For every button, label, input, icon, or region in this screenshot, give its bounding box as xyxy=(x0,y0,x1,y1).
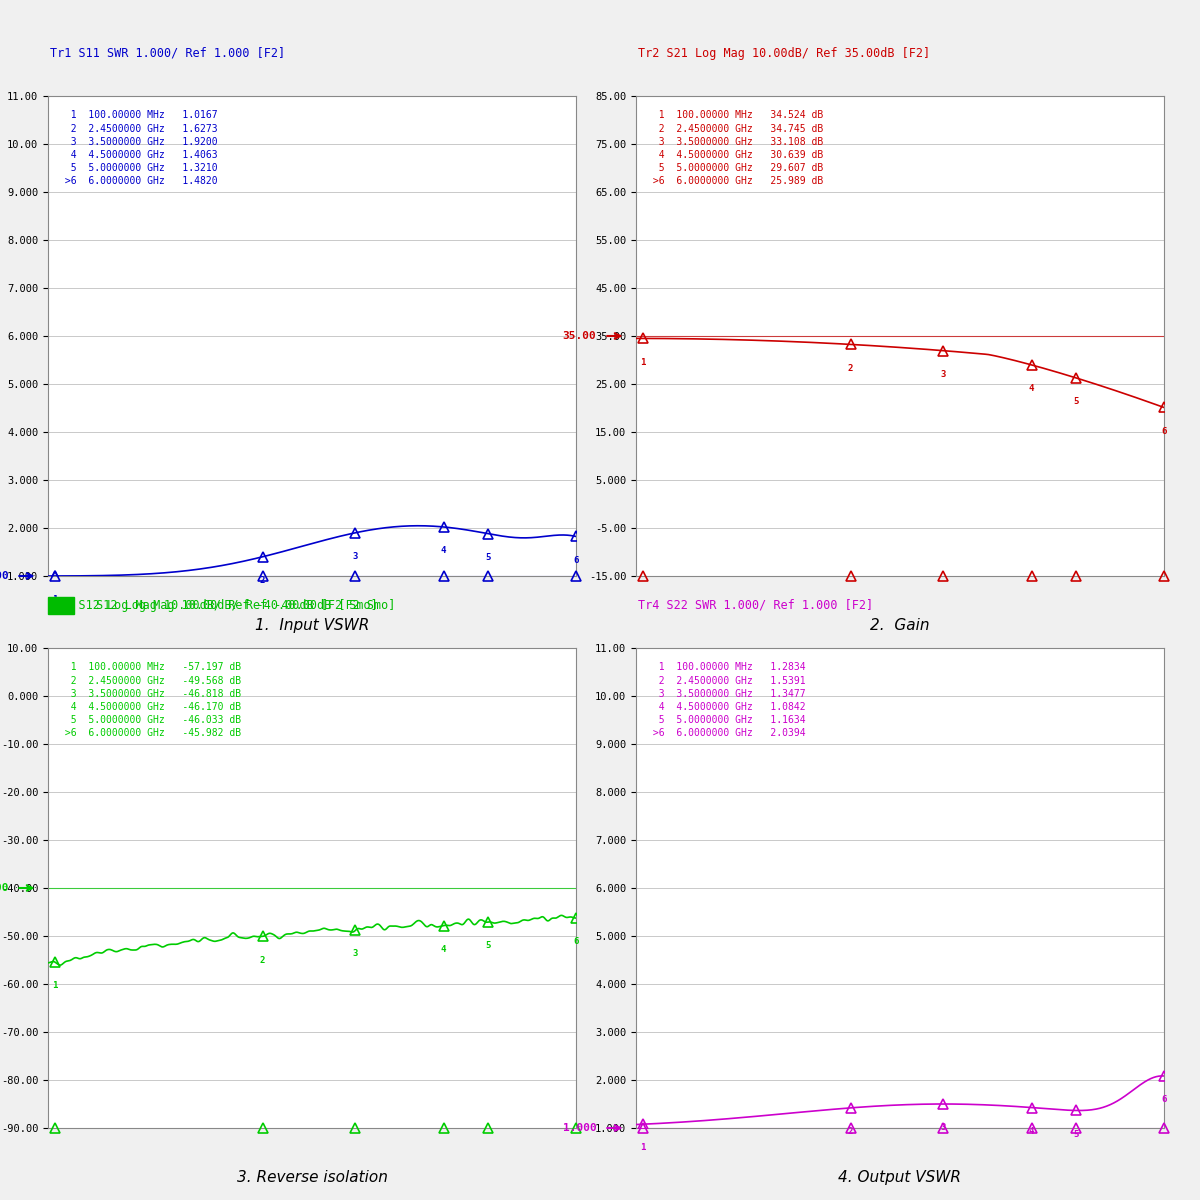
Text: 2.  Gain: 2. Gain xyxy=(870,618,930,634)
Text: 4: 4 xyxy=(440,944,446,954)
Text: 1  100.00000 MHz   34.524 dB
  2  2.4500000 GHz   34.745 dB
  3  3.5000000 GHz  : 1 100.00000 MHz 34.524 dB 2 2.4500000 GH… xyxy=(647,110,823,186)
Text: Tr2 S21 Log Mag 10.00dB/ Ref 35.00dB [F2]: Tr2 S21 Log Mag 10.00dB/ Ref 35.00dB [F2… xyxy=(638,47,930,60)
Text: 4: 4 xyxy=(440,546,446,556)
Text: 4. Output VSWR: 4. Output VSWR xyxy=(839,1170,961,1186)
Text: Tr1 S11 SWR 1.000/ Ref 1.000 [F2]: Tr1 S11 SWR 1.000/ Ref 1.000 [F2] xyxy=(50,47,286,60)
Text: 1: 1 xyxy=(53,595,58,604)
Text: Tr3 S12 Log Mag 10.00dB/ Ref -40.00dB [F2 Smo]: Tr3 S12 Log Mag 10.00dB/ Ref -40.00dB [F… xyxy=(50,599,378,612)
Text: 1.  Input VSWR: 1. Input VSWR xyxy=(254,618,370,634)
Text: 1: 1 xyxy=(641,1144,646,1152)
Text: 4: 4 xyxy=(1028,384,1034,394)
Text: 3: 3 xyxy=(941,1123,946,1133)
Text: 5: 5 xyxy=(1073,1129,1079,1139)
Text: S12 Log Mag 10.00dB/ Ref -40.00dB [F2 Smo]: S12 Log Mag 10.00dB/ Ref -40.00dB [F2 Sm… xyxy=(89,599,395,612)
Text: 4: 4 xyxy=(1028,1127,1034,1135)
Text: 1.000: 1.000 xyxy=(563,1123,596,1133)
Text: 1  100.00000 MHz   1.2834
  2  2.4500000 GHz   1.5391
  3  3.5000000 GHz   1.347: 1 100.00000 MHz 1.2834 2 2.4500000 GHz 1… xyxy=(647,662,805,738)
Text: 1  100.00000 MHz   -57.197 dB
  2  2.4500000 GHz   -49.568 dB
  3  3.5000000 GHz: 1 100.00000 MHz -57.197 dB 2 2.4500000 G… xyxy=(59,662,241,738)
Text: 6: 6 xyxy=(1162,1096,1166,1104)
Text: Tr4 S22 SWR 1.000/ Ref 1.000 [F2]: Tr4 S22 SWR 1.000/ Ref 1.000 [F2] xyxy=(638,599,874,612)
Text: 2: 2 xyxy=(260,576,265,586)
Text: 1  100.00000 MHz   1.0167
  2  2.4500000 GHz   1.6273
  3  3.5000000 GHz   1.920: 1 100.00000 MHz 1.0167 2 2.4500000 GHz 1… xyxy=(59,110,217,186)
Text: Tr3: Tr3 xyxy=(50,599,72,612)
Text: 2: 2 xyxy=(848,1127,853,1136)
Text: 6: 6 xyxy=(574,556,578,565)
Text: 1: 1 xyxy=(53,982,58,990)
Text: 6: 6 xyxy=(574,937,578,947)
Text: 5: 5 xyxy=(485,553,491,562)
Text: 1: 1 xyxy=(641,358,646,367)
Text: 3: 3 xyxy=(941,370,946,379)
Text: 5: 5 xyxy=(485,941,491,950)
Text: 3: 3 xyxy=(353,949,358,959)
Text: 2: 2 xyxy=(848,364,853,372)
Text: 1.000: 1.000 xyxy=(0,571,8,581)
Text: 5: 5 xyxy=(1073,397,1079,406)
Text: 2: 2 xyxy=(260,955,265,965)
Text: 3: 3 xyxy=(353,552,358,560)
Text: 35.00: 35.00 xyxy=(563,331,596,341)
Text: -40.00: -40.00 xyxy=(0,883,8,893)
Text: 3. Reverse isolation: 3. Reverse isolation xyxy=(236,1170,388,1186)
Text: 6: 6 xyxy=(1162,427,1166,436)
